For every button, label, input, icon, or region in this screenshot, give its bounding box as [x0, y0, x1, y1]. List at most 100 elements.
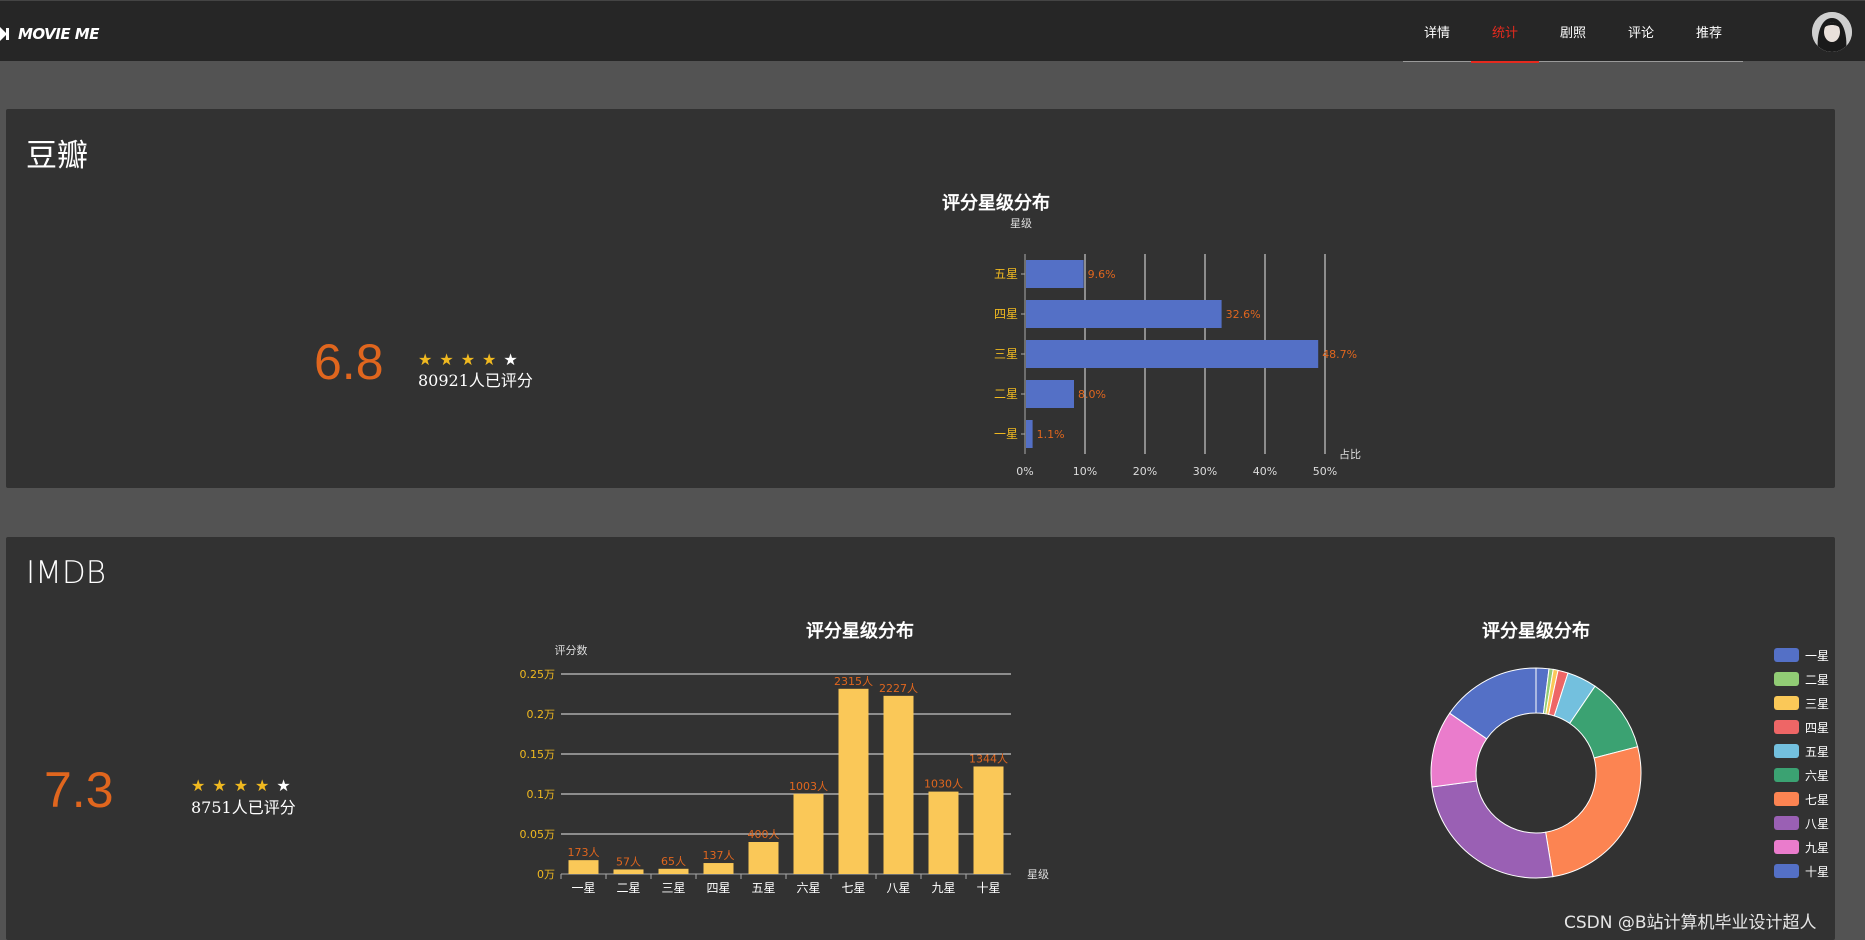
imdb-bar-chart-title: 评分星级分布 [806, 621, 914, 642]
legend-item[interactable]: 二星 [1774, 667, 1834, 691]
y-axis-title: 评分数 [555, 644, 588, 657]
legend-item[interactable]: 八星 [1774, 811, 1834, 835]
x-tick-label: 九星 [931, 881, 955, 895]
legend-swatch [1774, 696, 1799, 710]
star-filled-icon: ★ [191, 776, 206, 795]
imdb-title: IMDB [26, 555, 107, 591]
y-tick-label: 五星 [994, 267, 1018, 281]
x-tick-label: 一星 [571, 881, 595, 895]
x-axis-title: 占比 [1339, 447, 1361, 461]
star-filled-icon: ★ [233, 776, 249, 795]
douban-score: 6.8 [314, 334, 384, 390]
star-filled-icon: ★ [418, 350, 433, 369]
x-tick-label: 10% [1073, 465, 1097, 478]
donut-slice [1448, 667, 1537, 740]
main-nav: 详情 统计 剧照 评论 推荐 [1403, 1, 1743, 63]
star-filled-icon: ★ [212, 776, 227, 795]
y-tick-label: 三星 [994, 347, 1018, 361]
legend-swatch [1774, 744, 1799, 758]
bar [613, 869, 644, 874]
legend-label: 十星 [1805, 864, 1830, 879]
bar [568, 860, 599, 874]
legend-label: 二星 [1805, 672, 1830, 687]
legend-swatch [1774, 792, 1799, 806]
user-avatar[interactable] [1812, 12, 1852, 52]
y-tick-label: 0.05万 [520, 828, 556, 841]
logo-text: MOVIE ME [18, 25, 99, 43]
bar [703, 863, 734, 874]
douban-chart-title: 评分星级分布 [942, 193, 1050, 214]
legend-item[interactable]: 五星 [1774, 739, 1834, 763]
x-tick-label: 0% [1016, 465, 1033, 478]
bar-value-label: 48.7% [1322, 348, 1357, 361]
legend-label: 一星 [1805, 648, 1830, 663]
star-filled-icon: ★ [255, 776, 270, 795]
douban-rated-count: 80921人已评分 [418, 371, 533, 390]
legend-label: 五星 [1805, 744, 1830, 759]
legend-swatch [1774, 864, 1799, 878]
logo[interactable]: MOVIE ME [0, 21, 99, 47]
legend-item[interactable]: 四星 [1774, 715, 1834, 739]
nav-tab-statistics[interactable]: 统计 [1471, 1, 1539, 63]
nav-tab-reviews[interactable]: 评论 [1627, 26, 1654, 41]
douban-title: 豆瓣 [26, 138, 88, 174]
legend-label: 四星 [1805, 720, 1830, 735]
bar [748, 842, 779, 874]
star-empty-icon: ★ [503, 350, 518, 369]
legend-item[interactable]: 七星 [1774, 787, 1834, 811]
bar-value-label: 32.6% [1226, 308, 1261, 321]
star-filled-icon: ★ [460, 350, 476, 369]
star-filled-icon: ★ [482, 350, 497, 369]
legend-label: 七星 [1805, 792, 1830, 807]
legend-label: 三星 [1805, 696, 1830, 711]
legend-swatch [1774, 672, 1799, 686]
donut-slice [1545, 746, 1642, 878]
bar-value-label: 57人 [616, 855, 641, 868]
bar-value-label: 8.0% [1078, 388, 1106, 401]
imdb-donut-legend: 一星二星三星四星五星六星七星八星九星十星 [1774, 643, 1834, 883]
douban-panel: 豆瓣 6.8 ★ ★ ★ ★ ★ 80921人已评分 评分星级分布 星级 占比 0%… [6, 109, 1835, 488]
bar [1026, 380, 1074, 408]
bar-value-label: 65人 [661, 855, 686, 868]
x-tick-label: 50% [1313, 465, 1337, 478]
y-tick-label: 0.1万 [527, 788, 556, 801]
legend-item[interactable]: 三星 [1774, 691, 1834, 715]
legend-swatch [1774, 768, 1799, 782]
legend-item[interactable]: 六星 [1774, 763, 1834, 787]
star-empty-icon: ★ [276, 776, 291, 795]
nav-tab-stills[interactable]: 剧照 [1559, 26, 1586, 41]
imdb-stars: ★ ★ ★ ★ ★ [191, 777, 291, 795]
x-tick-label: 40% [1253, 465, 1277, 478]
watermark-text: CSDN @B站计算机毕业设计超人 [1564, 913, 1817, 933]
legend-swatch [1774, 648, 1799, 662]
nav-tab-recommend[interactable]: 推荐 [1695, 26, 1722, 41]
x-tick-label: 五星 [751, 881, 775, 895]
x-tick-label: 三星 [661, 881, 685, 895]
legend-swatch [1774, 816, 1799, 830]
bar [1026, 340, 1319, 368]
y-tick-label: 一星 [994, 427, 1018, 441]
x-axis-title: 星级 [1027, 868, 1049, 881]
bar [658, 868, 689, 874]
bar [973, 766, 1004, 874]
film-logo-icon [0, 27, 9, 41]
imdb-score: 7.3 [44, 762, 114, 818]
legend-item[interactable]: 十星 [1774, 859, 1834, 883]
x-tick-label: 20% [1133, 465, 1157, 478]
top-navbar: MOVIE ME 详情 统计 剧照 评论 推荐 [0, 0, 1865, 63]
legend-swatch [1774, 840, 1799, 854]
bar-value-label: 173人 [568, 846, 600, 859]
douban-stars: ★ ★ ★ ★ ★ [418, 351, 518, 369]
y-tick-label: 0.2万 [527, 708, 556, 721]
legend-label: 八星 [1805, 816, 1830, 831]
y-tick-label: 二星 [994, 387, 1018, 401]
y-tick-label: 四星 [994, 307, 1018, 321]
legend-item[interactable]: 一星 [1774, 643, 1834, 667]
bar [928, 791, 959, 874]
star-filled-icon: ★ [439, 350, 454, 369]
x-tick-label: 七星 [841, 881, 865, 895]
nav-tab-details[interactable]: 详情 [1423, 26, 1450, 41]
legend-item[interactable]: 九星 [1774, 835, 1834, 859]
imdb-rated-count: 8751人已评分 [191, 798, 296, 817]
